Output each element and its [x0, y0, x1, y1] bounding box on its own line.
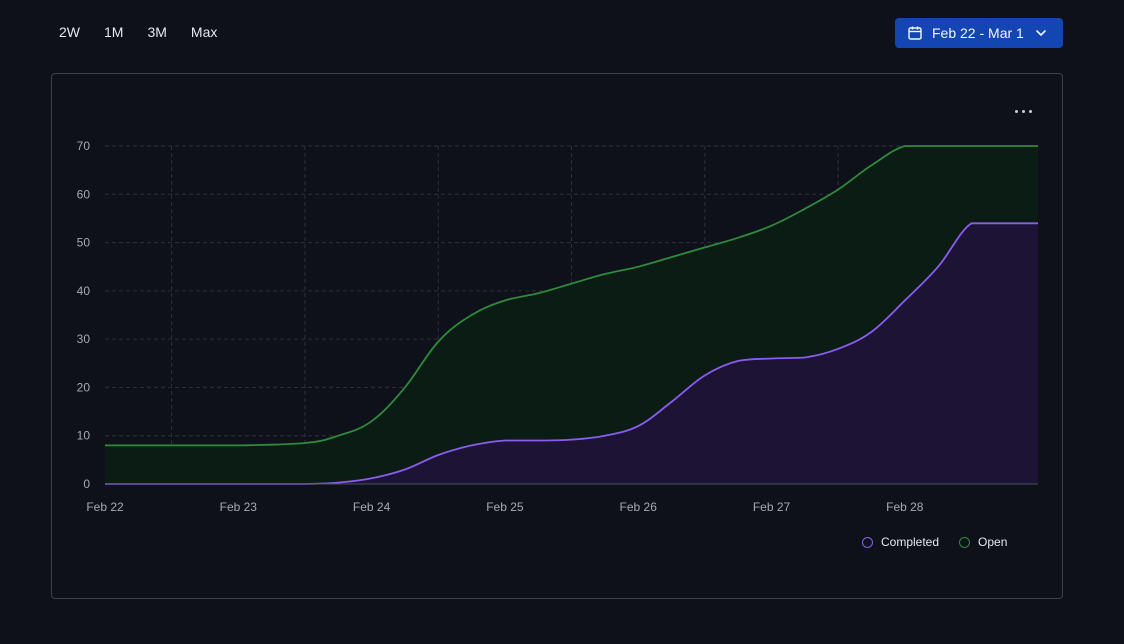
- legend-swatch-completed: [862, 536, 873, 548]
- area-fill-completed: [105, 223, 1038, 485]
- chevron-down-icon: [1036, 30, 1046, 36]
- range-tabs: 2W 1M 3M Max: [47, 18, 229, 46]
- calendar-icon: [908, 26, 922, 40]
- legend-item-completed[interactable]: Completed: [862, 535, 939, 549]
- legend-swatch-open: [959, 536, 971, 548]
- y-tick-label: 40: [77, 284, 91, 298]
- y-tick-label: 20: [77, 380, 91, 394]
- x-tick-label: Feb 25: [486, 500, 524, 514]
- series-line-open: [104, 145, 1038, 447]
- y-tick-label: 0: [83, 477, 90, 491]
- legend-label-completed: Completed: [881, 535, 940, 549]
- legend-item-open[interactable]: Open: [959, 535, 1007, 549]
- y-tick-label: 50: [77, 236, 91, 250]
- series-line-completed: [104, 222, 1038, 485]
- range-tab-1m[interactable]: 1M: [104, 24, 124, 40]
- range-tab-max[interactable]: Max: [190, 24, 218, 40]
- x-tick-label: Feb 27: [753, 500, 791, 514]
- y-tick-label: 10: [77, 429, 91, 443]
- y-tick-label: 30: [77, 332, 91, 346]
- x-tick-label: Feb 26: [620, 500, 658, 514]
- legend-label-open: Open: [978, 535, 1008, 549]
- y-tick-label: 70: [77, 139, 91, 153]
- chart-legend: Completed Open: [862, 535, 1007, 549]
- date-range-picker-button[interactable]: Feb 22 - Mar 1: [895, 18, 1063, 48]
- range-tab-3m[interactable]: 3M: [147, 24, 167, 40]
- x-tick-label: Feb 24: [353, 500, 391, 514]
- more-horizontal-icon[interactable]: [1011, 102, 1037, 120]
- y-tick-label: 60: [77, 187, 91, 201]
- x-tick-label: Feb 23: [220, 500, 258, 514]
- x-tick-label: Feb 28: [886, 500, 924, 514]
- date-range-label: Feb 22 - Mar 1: [932, 25, 1024, 41]
- range-tab-2w[interactable]: 2W: [59, 24, 80, 40]
- x-tick-label: Feb 22: [86, 500, 124, 514]
